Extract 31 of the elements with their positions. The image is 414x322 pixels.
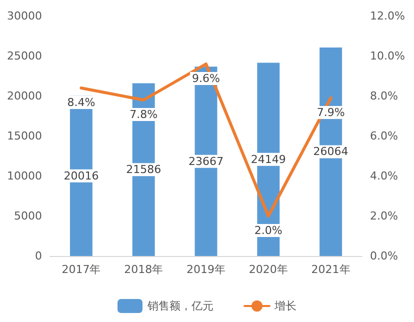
- data-label: 7.8%: [130, 108, 158, 121]
- y-tick-label: 20000: [7, 90, 42, 102]
- y2-tick-label: 4.0%: [370, 170, 398, 182]
- y2-tick-label: 2.0%: [370, 210, 398, 222]
- y2-tick-label: 6.0%: [370, 130, 398, 142]
- data-label: 9.6%: [192, 72, 220, 85]
- data-label: 2.0%: [254, 224, 282, 237]
- data-label: 8.4%: [67, 96, 96, 109]
- y-tick-label: 15000: [7, 130, 42, 142]
- data-label: 23667: [188, 154, 224, 168]
- y2-tick-label: 8.0%: [370, 90, 398, 102]
- x-tick-label: 2020年: [248, 263, 288, 276]
- legend-label: 销售额，亿元: [146, 300, 214, 312]
- x-tick-label: 2018年: [124, 263, 164, 276]
- data-label: 20016: [64, 169, 99, 182]
- y2-tick-label: 10.0%: [370, 50, 405, 62]
- y2-tick-label: 12.0%: [370, 10, 405, 22]
- data-label: 21586: [126, 163, 162, 176]
- y-tick-label: 10000: [7, 170, 42, 182]
- x-tick-label: 2021年: [311, 263, 350, 276]
- y-tick-label: 0: [35, 250, 42, 262]
- data-label: 26064: [313, 145, 348, 158]
- y-tick-label: 5000: [14, 210, 42, 222]
- y-tick-label: 30000: [7, 10, 42, 22]
- y2-tick-label: 0.0%: [370, 250, 398, 262]
- x-tick-label: 2017年: [62, 263, 101, 276]
- legend-label: 增长: [274, 300, 296, 312]
- data-label: 7.9%: [316, 106, 345, 119]
- x-tick-label: 2019年: [186, 263, 226, 276]
- y-tick-label: 25000: [7, 50, 42, 62]
- data-label: 24149: [250, 152, 286, 166]
